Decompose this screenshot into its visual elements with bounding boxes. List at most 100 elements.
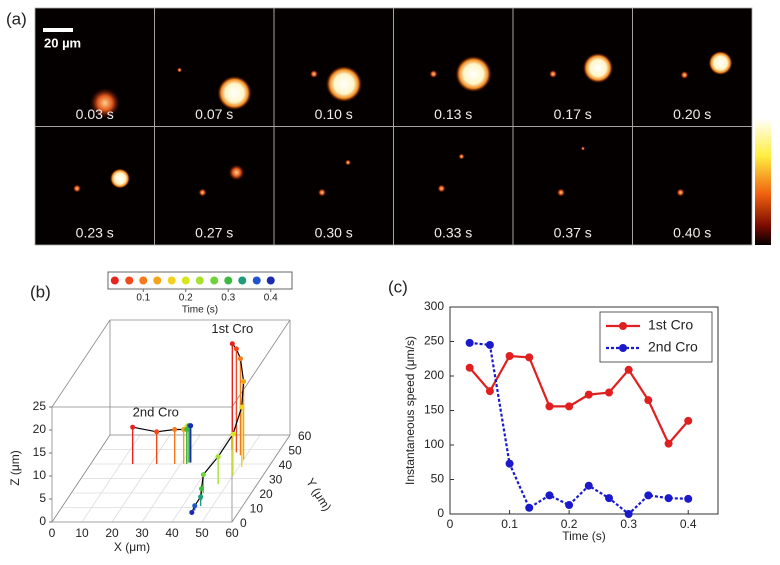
x-tick-label: 0.3	[620, 517, 637, 531]
time-dot	[153, 276, 162, 285]
data-point	[584, 481, 593, 490]
frame-time: 0.37 s	[554, 225, 592, 241]
y-axis-label: Y (μm)	[303, 476, 334, 514]
data-point	[664, 439, 673, 448]
cell-blob	[676, 188, 685, 197]
z-tick-label: 20	[33, 422, 47, 436]
colorbar-tick-label: 0.4	[264, 293, 278, 304]
point	[239, 404, 245, 410]
data-point	[644, 491, 653, 500]
legend-marker	[619, 322, 627, 330]
time-dot	[224, 276, 233, 285]
series-annotation: 1st Cro	[211, 321, 253, 336]
cell-blob	[680, 71, 689, 79]
time-dot	[195, 276, 204, 285]
point	[184, 427, 190, 432]
cell-blob	[429, 70, 438, 78]
legend-label: 1st Cro	[648, 317, 693, 333]
frame-time: 0.30 s	[315, 225, 353, 241]
data-point	[505, 459, 514, 468]
colorbar-tick-label: 0.2	[179, 293, 193, 304]
point	[189, 509, 195, 515]
y-tick-label: 200	[424, 368, 444, 382]
z-tick-label: 25	[33, 399, 47, 413]
legend-label: 2nd Cro	[648, 339, 698, 355]
y-tick-label: 30	[269, 473, 283, 487]
point	[215, 454, 221, 460]
cell-blob	[73, 184, 81, 193]
time-dot	[167, 276, 176, 285]
colorbar-label: Time (s)	[182, 305, 218, 316]
frame-time: 0.07 s	[195, 106, 233, 122]
x-tick-label: 10	[75, 526, 89, 540]
data-point	[584, 390, 593, 399]
cell-blob	[318, 188, 326, 197]
frame-time: 0.33 s	[434, 225, 472, 241]
cell-blob	[310, 70, 318, 78]
data-point	[644, 396, 653, 405]
x-tick-label: 30	[135, 526, 149, 540]
panel-label: (b)	[30, 282, 51, 301]
y-tick-label: 10	[250, 502, 264, 516]
y-tick-label: 0	[240, 516, 247, 530]
data-point	[684, 494, 693, 503]
y-tick-label: 250	[424, 334, 444, 348]
scale-bar-label: 20 µm	[44, 35, 81, 50]
y-tick-label: 20	[259, 487, 273, 501]
data-point	[505, 351, 514, 360]
cell-blob	[455, 56, 492, 92]
data-point	[525, 503, 534, 512]
y-tick-label: 0	[437, 506, 444, 520]
colorbar-tick-label: 0.3	[221, 293, 235, 304]
y-tick-label: 60	[298, 429, 312, 443]
data-point	[485, 387, 494, 396]
cell-blob	[198, 188, 207, 197]
frame-time: 0.03 s	[76, 106, 114, 122]
frame-time: 0.27 s	[195, 225, 233, 241]
x-tick-label: 0	[447, 517, 454, 531]
data-point	[684, 416, 693, 425]
legend-box	[599, 311, 713, 363]
frame-border	[632, 126, 753, 246]
point	[192, 503, 198, 509]
y-axis-label: Instantaneous speed (μm/s)	[403, 336, 417, 485]
time-dot	[252, 276, 261, 285]
point	[200, 472, 206, 478]
point	[241, 378, 247, 384]
time-dot	[139, 276, 148, 285]
cell-blob	[228, 164, 245, 181]
box-edge	[231, 319, 291, 408]
cell-blob	[90, 88, 120, 118]
cell-blob	[110, 168, 130, 189]
frame-time: 0.10 s	[315, 106, 353, 122]
data-point	[624, 365, 633, 374]
y-tick-label: 40	[279, 458, 293, 472]
frame-time: 0.40 s	[673, 225, 711, 241]
x-tick-label: 0.2	[561, 517, 578, 531]
time-dot	[238, 276, 247, 285]
point	[233, 346, 239, 352]
data-point	[465, 363, 474, 372]
frame-time: 0.23 s	[76, 225, 114, 241]
panel-label: (c)	[388, 277, 408, 296]
y-tick-label: 100	[424, 437, 444, 451]
data-point	[605, 388, 614, 397]
point	[198, 494, 204, 500]
box-edge	[51, 319, 111, 408]
x-tick-label: 0	[49, 526, 56, 540]
x-tick-label: 0.4	[680, 517, 697, 531]
x-tick-label: 50	[195, 526, 209, 540]
line-chart: (c) 0 50 100 150 200 250 300 0 0.1 0.2 0.3 0.4 Time (…	[388, 277, 719, 543]
z-axis-label: Z (μm)	[8, 450, 22, 486]
point	[172, 427, 178, 432]
intensity-colorbar	[755, 118, 771, 245]
data-point	[525, 353, 534, 362]
cell-blob	[437, 184, 446, 193]
cell-blob	[581, 146, 585, 151]
legend-marker	[619, 344, 627, 352]
series-annotation: 2nd Cro	[133, 405, 179, 420]
y-tick-label: 300	[424, 299, 444, 313]
point	[230, 431, 236, 437]
y-tick-label: 50	[431, 472, 445, 486]
